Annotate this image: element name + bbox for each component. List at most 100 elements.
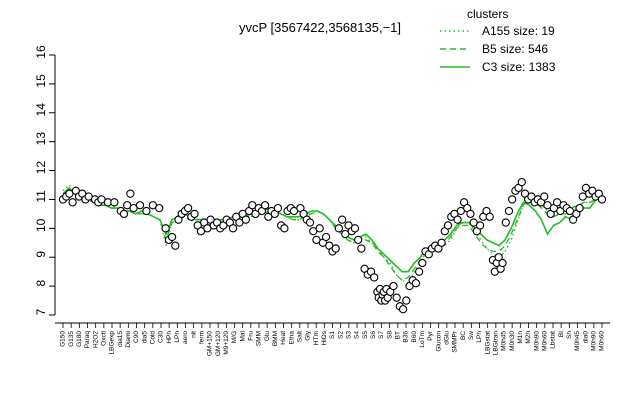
x-tick-label: GM+150	[207, 331, 214, 356]
x-tick-label: M1h	[517, 331, 524, 344]
x-tick-label: C30	[158, 331, 165, 343]
x-tick-label: M0h60	[542, 331, 549, 351]
x-tick-label: M9+120	[223, 331, 230, 355]
x-tick-label: S5	[362, 331, 369, 339]
data-point	[508, 195, 517, 204]
data-point	[392, 293, 401, 302]
x-tick-label: LPh	[476, 331, 483, 343]
x-tick-label: Salt	[297, 331, 304, 342]
y-tick-label: 16	[34, 45, 48, 59]
data-point	[190, 209, 199, 219]
x-tick-label: M0h30	[509, 331, 516, 351]
x-tick-label: S8	[386, 331, 393, 339]
y-tick-label: 8	[34, 279, 48, 286]
x-tick-label: Heat	[280, 331, 287, 345]
data-point	[171, 241, 180, 250]
x-tick-label: Oxctl	[101, 330, 108, 345]
x-tick-label: Lbstat	[550, 331, 557, 349]
series-layer	[62, 184, 603, 285]
data-point	[350, 224, 360, 233]
data-point	[305, 218, 315, 227]
data-point	[161, 224, 170, 233]
data-point	[575, 203, 584, 213]
x-tick-label: Paraq	[84, 331, 91, 349]
data-point	[110, 198, 119, 207]
data-point	[398, 305, 408, 314]
x-tick-label: B60	[411, 331, 418, 343]
x-tick-label: S2	[337, 331, 344, 339]
x-tick-label: aero	[182, 331, 189, 344]
points-layer	[58, 177, 607, 314]
x-tick-label: Sw	[468, 331, 475, 340]
y-tick-label: 7	[34, 308, 48, 315]
data-point	[389, 281, 398, 291]
x-tick-label: BC	[460, 331, 467, 340]
y-tick-label: 10	[34, 218, 48, 232]
data-point	[354, 235, 363, 245]
x-tick-label: LoTm	[419, 331, 426, 348]
y-tick-label: 11	[34, 190, 48, 203]
x-tick-label: M2h	[525, 331, 532, 344]
x-tick-label: Glucon	[435, 331, 442, 352]
x-tick-label: Fru	[248, 331, 255, 341]
data-point	[167, 232, 177, 242]
data-point	[437, 238, 446, 247]
y-axis: 7 8 9 10 11 12 13 14 15 16	[34, 45, 56, 316]
data-point	[155, 203, 164, 213]
data-point	[119, 209, 129, 219]
data-point	[540, 192, 549, 201]
x-tick-label: S4	[354, 331, 361, 339]
data-point	[475, 221, 485, 230]
x-tick-label: dia15	[117, 331, 124, 347]
data-point	[183, 203, 193, 213]
data-point	[453, 215, 462, 224]
data-point	[443, 221, 453, 230]
data-point	[241, 215, 251, 224]
data-point	[504, 206, 514, 216]
data-point	[357, 244, 366, 253]
data-point	[331, 244, 340, 253]
data-point	[142, 206, 151, 216]
x-tick-label: M/G	[231, 331, 238, 343]
x-tick-label: dGlu	[444, 331, 451, 345]
series-line-dotted	[62, 184, 602, 285]
x-tick-label: M0h60	[599, 331, 606, 351]
data-point	[315, 224, 324, 233]
x-tick-label: nit	[190, 331, 197, 338]
data-point	[228, 224, 238, 233]
x-tick-label: Mal	[239, 330, 246, 341]
data-point	[517, 177, 526, 187]
y-tick-label: 13	[34, 132, 48, 146]
x-tick-label: GM+120	[215, 331, 222, 356]
data-point	[260, 201, 270, 210]
x-tick-label: S1	[329, 331, 336, 339]
legend-label: B5 size: 546	[482, 42, 548, 56]
x-tick-label: B36	[403, 331, 410, 343]
x-tick-label: SMMPr	[452, 330, 459, 353]
data-point	[411, 279, 421, 288]
x-tick-label: LPh	[174, 331, 181, 343]
x-tick-label: dia0	[582, 331, 589, 344]
x-tick-label: S6	[370, 331, 377, 339]
x-tick-label: M0h90	[591, 331, 598, 351]
x-tick-label: LBGstat	[484, 331, 491, 355]
legend: clusters A155 size: 19 B5 size: 546 C3 siz…	[440, 7, 556, 74]
x-tick-label: BI	[558, 331, 565, 337]
legend-title: clusters	[467, 7, 508, 21]
data-point	[414, 267, 424, 276]
x-tick-label: Diami	[125, 331, 132, 348]
data-point	[466, 209, 475, 219]
x-tick-label: LBGexp	[109, 331, 116, 355]
data-point	[418, 258, 427, 268]
legend-label: C3 size: 1383	[482, 60, 556, 74]
x-tick-label: M0h45	[501, 331, 508, 351]
x-tick-label: Cold	[150, 331, 157, 345]
data-point	[402, 296, 411, 305]
data-point	[485, 212, 494, 221]
data-point	[334, 224, 344, 233]
x-axis: G150 G135 G180 Paraq H2O2 Oxctl LBGexp dia15 Dia…	[60, 323, 606, 356]
x-tick-label: H2O2	[92, 331, 99, 348]
x-tick-label: BT	[395, 331, 402, 339]
series-line-solid	[62, 186, 603, 273]
